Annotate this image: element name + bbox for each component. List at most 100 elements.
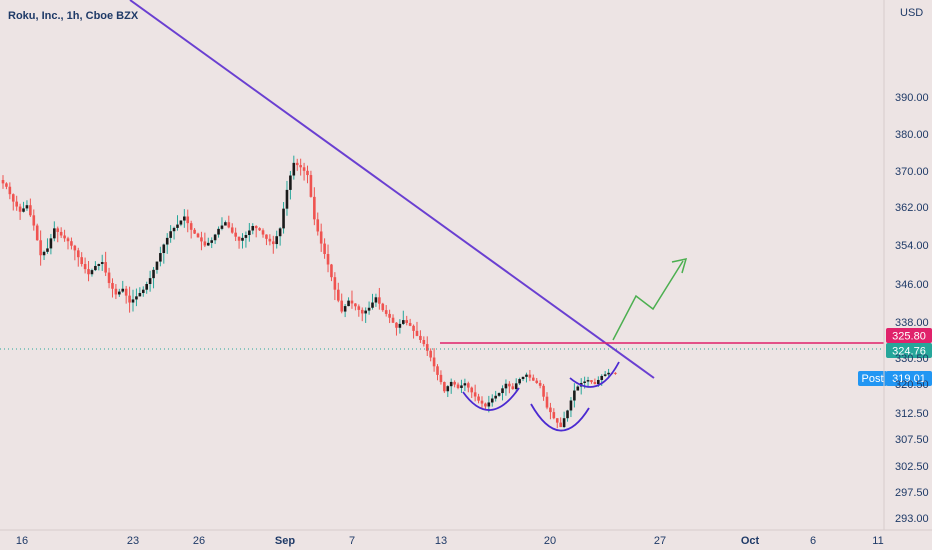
left-shoulder-arc[interactable] <box>462 387 520 411</box>
candle[interactable] <box>508 381 511 394</box>
candle[interactable] <box>360 307 364 322</box>
candle[interactable] <box>395 322 398 336</box>
candle[interactable] <box>364 307 367 323</box>
candle[interactable] <box>15 195 18 211</box>
candle[interactable] <box>528 369 532 382</box>
candle[interactable] <box>206 237 210 247</box>
candle[interactable] <box>590 379 593 384</box>
candle[interactable] <box>189 220 193 239</box>
candle[interactable] <box>183 209 186 228</box>
post-market-badge[interactable]: Post 319.01 <box>858 371 932 386</box>
candle[interactable] <box>213 233 217 244</box>
candle[interactable] <box>172 226 176 240</box>
candle[interactable] <box>576 385 580 391</box>
candle[interactable] <box>131 289 135 312</box>
right-shoulder-arc[interactable] <box>569 361 620 388</box>
head-arc[interactable] <box>530 403 590 432</box>
candle[interactable] <box>525 372 528 383</box>
candle[interactable] <box>70 237 73 250</box>
candle[interactable] <box>456 382 460 390</box>
candle[interactable] <box>244 231 248 248</box>
candle[interactable] <box>532 374 535 381</box>
candle[interactable] <box>39 230 42 266</box>
candle[interactable] <box>330 263 333 282</box>
candle[interactable] <box>439 370 443 385</box>
candle[interactable] <box>179 220 183 227</box>
candle[interactable] <box>552 408 556 420</box>
candle[interactable] <box>415 321 419 337</box>
candle[interactable] <box>299 158 302 176</box>
candle[interactable] <box>73 244 77 261</box>
candle[interactable] <box>460 379 463 393</box>
candle[interactable] <box>35 223 39 241</box>
candle[interactable] <box>169 225 172 243</box>
candle[interactable] <box>562 411 566 429</box>
candle[interactable] <box>429 348 432 362</box>
candle[interactable] <box>196 232 200 238</box>
candle[interactable] <box>323 238 326 259</box>
candle[interactable] <box>25 200 29 211</box>
candle[interactable] <box>165 233 169 254</box>
candle[interactable] <box>145 281 148 294</box>
candle[interactable] <box>234 227 237 242</box>
candle[interactable] <box>484 402 487 410</box>
candle[interactable] <box>388 309 391 324</box>
candle[interactable] <box>278 227 282 246</box>
candle[interactable] <box>367 301 371 315</box>
candle[interactable] <box>282 202 285 234</box>
candle[interactable] <box>124 285 128 304</box>
candle[interactable] <box>114 284 118 300</box>
candle[interactable] <box>319 223 323 252</box>
candle[interactable] <box>42 250 46 261</box>
candle[interactable] <box>135 288 138 307</box>
candle[interactable] <box>224 220 227 226</box>
candle[interactable] <box>1 175 5 189</box>
candle[interactable] <box>477 393 480 404</box>
candle[interactable] <box>289 170 292 200</box>
candle[interactable] <box>141 286 145 297</box>
candle[interactable] <box>32 209 36 231</box>
candle[interactable] <box>5 182 8 190</box>
candle[interactable] <box>316 212 320 236</box>
candle[interactable] <box>83 257 87 274</box>
candle[interactable] <box>446 385 450 398</box>
candle[interactable] <box>333 272 337 301</box>
candle[interactable] <box>384 305 388 317</box>
candle[interactable] <box>401 310 405 326</box>
candle[interactable] <box>443 381 446 393</box>
candle[interactable] <box>155 261 159 274</box>
candle[interactable] <box>49 233 53 255</box>
candle[interactable] <box>381 302 385 312</box>
candle[interactable] <box>306 165 309 184</box>
candle[interactable] <box>391 314 395 324</box>
descending-trendline[interactable] <box>129 0 655 379</box>
candle[interactable] <box>436 364 439 381</box>
candle[interactable] <box>138 287 142 297</box>
currency-label[interactable]: USD <box>900 7 923 19</box>
candle[interactable] <box>412 324 415 339</box>
candle[interactable] <box>162 243 166 264</box>
candle[interactable] <box>76 247 80 267</box>
candle[interactable] <box>295 158 299 171</box>
candle[interactable] <box>186 209 190 233</box>
candle[interactable] <box>87 260 90 282</box>
candle[interactable] <box>268 234 272 246</box>
candle[interactable] <box>148 270 152 292</box>
candle[interactable] <box>193 228 196 234</box>
candle[interactable] <box>251 223 255 235</box>
candle[interactable] <box>371 293 374 310</box>
candle[interactable] <box>261 228 265 238</box>
candle[interactable] <box>18 203 22 220</box>
candle[interactable] <box>285 180 289 216</box>
candle[interactable] <box>463 378 467 392</box>
candle[interactable] <box>467 381 470 393</box>
candle[interactable] <box>504 379 508 396</box>
candle[interactable] <box>248 223 251 242</box>
candle[interactable] <box>378 287 381 310</box>
candle[interactable] <box>555 418 559 429</box>
candle[interactable] <box>56 226 60 243</box>
candle[interactable] <box>237 236 241 249</box>
candle[interactable] <box>241 233 244 249</box>
candle[interactable] <box>473 384 477 402</box>
